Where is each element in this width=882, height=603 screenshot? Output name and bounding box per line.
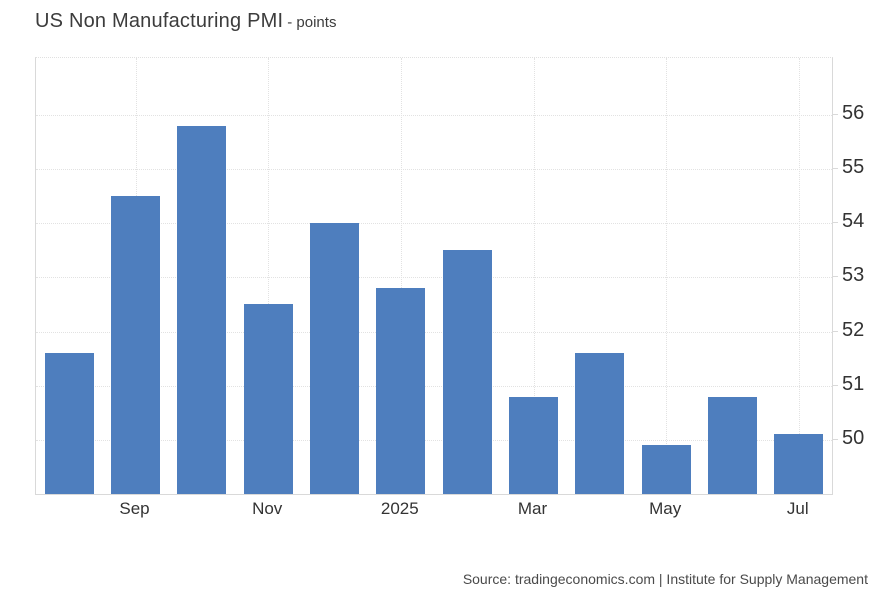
bar-jul-2025[interactable] <box>774 434 824 494</box>
plot-area <box>35 57 833 495</box>
bar-sep-2024[interactable] <box>111 196 160 494</box>
y-axis-label-53: 53 <box>842 264 865 287</box>
bar-aug-2024[interactable] <box>44 353 94 494</box>
chart-title: US Non Manufacturing PMI <box>35 10 284 32</box>
bar-feb-2025[interactable] <box>442 250 492 494</box>
x-axis-label-sep: Sep <box>119 499 150 518</box>
gridline-h-51 <box>36 385 832 387</box>
y-axis-label-52: 52 <box>842 318 865 341</box>
chart-subtitle: - points <box>287 14 337 31</box>
chart-header: US Non Manufacturing PMI - points <box>35 10 336 33</box>
x-axis-label-mar: Mar <box>517 499 548 518</box>
y-axis-label-54: 54 <box>842 210 865 233</box>
gridline-v-2025 <box>400 58 402 494</box>
x-axis-label-2025: 2025 <box>380 499 419 518</box>
gridline-h-54 <box>36 223 832 225</box>
gridline-v-mar <box>533 58 535 494</box>
y-axis-label-56: 56 <box>842 101 865 124</box>
gridline-h-53 <box>36 277 832 279</box>
bar-may-2025[interactable] <box>641 445 691 494</box>
gridline-h-52 <box>36 331 832 333</box>
bar-apr-2025[interactable] <box>575 353 625 494</box>
bar-mar-2025[interactable] <box>509 396 558 494</box>
x-axis-label-nov: Nov <box>252 499 283 518</box>
y-axis-label-50: 50 <box>842 426 865 449</box>
bar-nov-2024[interactable] <box>243 304 293 494</box>
bar-dec-2024[interactable] <box>310 223 359 494</box>
gridline-h-50 <box>36 439 832 441</box>
y-axis-label-55: 55 <box>842 156 865 179</box>
bar-jun-2025[interactable] <box>708 396 757 494</box>
bar-jan-2025[interactable] <box>376 288 426 494</box>
gridline-v-nov <box>268 58 270 494</box>
bar-oct-2024[interactable] <box>177 125 227 494</box>
y-axis-label-51: 51 <box>842 372 865 395</box>
gridline-v-jul <box>798 58 800 494</box>
gridline-h-56 <box>36 114 832 116</box>
source-note: Source: tradingeconomics.com | Institute… <box>462 571 868 587</box>
gridline-v-may <box>666 58 668 494</box>
gridline-h-55 <box>36 169 832 170</box>
x-axis-label-jul: Jul <box>786 499 809 518</box>
x-axis-label-may: May <box>649 499 682 518</box>
